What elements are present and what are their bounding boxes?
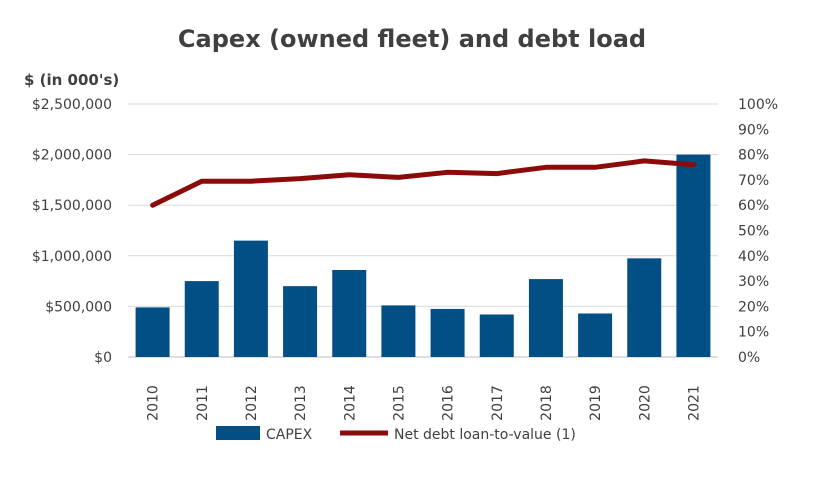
- ltv-point: [250, 180, 252, 182]
- left-tick-label: $1,000,000: [32, 249, 112, 265]
- right-tick-label: 20%: [738, 299, 769, 315]
- right-tick-label: 0%: [738, 350, 760, 366]
- ltv-point: [496, 173, 498, 175]
- x-tick-label: 2021: [686, 385, 702, 421]
- ltv-point: [152, 204, 154, 206]
- right-tick-label: 90%: [738, 122, 769, 138]
- capex-bars: [135, 154, 711, 357]
- x-tick-label: 2014: [342, 385, 358, 421]
- capex-bar: [479, 314, 514, 357]
- x-tick-label: 2013: [293, 385, 309, 421]
- x-tick-label: 2016: [441, 385, 457, 421]
- left-tick-label: $0: [94, 350, 112, 366]
- left-tick-label: $2,000,000: [32, 148, 112, 164]
- left-tick-label: $500,000: [45, 299, 112, 315]
- y-axis-unit-label: $ (in 000's): [24, 71, 119, 89]
- capex-bar: [135, 307, 170, 357]
- ltv-point: [299, 178, 301, 180]
- x-tick-label: 2017: [490, 385, 506, 421]
- capex-bar: [381, 305, 416, 357]
- ltv-point: [397, 176, 399, 178]
- legend-label-capex: CAPEX: [266, 427, 313, 443]
- ltv-point: [643, 160, 645, 162]
- capex-bar: [627, 258, 662, 357]
- capex-bar: [430, 308, 465, 357]
- loan-to-value-line: [150, 158, 696, 208]
- capex-bar: [332, 269, 367, 357]
- capex-bar: [528, 279, 563, 357]
- ltv-point: [447, 171, 449, 173]
- capex-bar: [184, 281, 219, 357]
- right-tick-label: 40%: [738, 249, 769, 265]
- right-tick-label: 70%: [738, 173, 769, 189]
- left-tick-label: $2,500,000: [32, 97, 112, 113]
- ltv-point: [545, 166, 547, 168]
- right-tick-label: 10%: [738, 325, 769, 341]
- ltv-line: [150, 158, 696, 208]
- legend: CAPEX Net debt loan-to-value (1): [216, 426, 576, 443]
- x-tick-label: 2011: [195, 385, 211, 421]
- capex-bar: [233, 240, 268, 357]
- x-tick-label: 2012: [244, 385, 260, 421]
- right-tick-label: 60%: [738, 198, 769, 214]
- chart-title: Capex (owned fleet) and debt load: [178, 25, 646, 53]
- capex-bar: [283, 286, 318, 357]
- x-tick-label: 2018: [539, 385, 555, 421]
- right-tick-label: 50%: [738, 224, 769, 240]
- x-tick-label: 2019: [588, 385, 604, 421]
- ltv-point: [348, 174, 350, 176]
- x-axis-ticks: 2010 2011 2012 2013 2014 2015 2016 2017 2018 2019…: [146, 385, 703, 421]
- x-tick-label: 2010: [146, 385, 162, 421]
- right-tick-label: 30%: [738, 274, 769, 290]
- capex-bar: [676, 154, 711, 357]
- gridlines: [128, 103, 718, 358]
- ltv-point: [594, 166, 596, 168]
- right-tick-label: 100%: [738, 97, 778, 113]
- ltv-point: [201, 180, 203, 182]
- right-tick-label: 80%: [738, 148, 769, 164]
- left-tick-label: $1,500,000: [32, 198, 112, 214]
- legend-swatch-capex: [216, 426, 260, 440]
- capex-bar: [578, 313, 613, 357]
- x-tick-label: 2015: [391, 385, 407, 421]
- ltv-point: [692, 164, 694, 166]
- right-axis-ticks: 0% 10% 20% 30% 40% 50% 60% 70% 80% 90% 100%: [738, 97, 778, 366]
- legend-label-ltv: Net debt loan-to-value (1): [394, 427, 576, 443]
- x-tick-label: 2020: [637, 385, 653, 421]
- left-axis-ticks: $0 $500,000 $1,000,000 $1,500,000 $2,000,000…: [32, 97, 112, 366]
